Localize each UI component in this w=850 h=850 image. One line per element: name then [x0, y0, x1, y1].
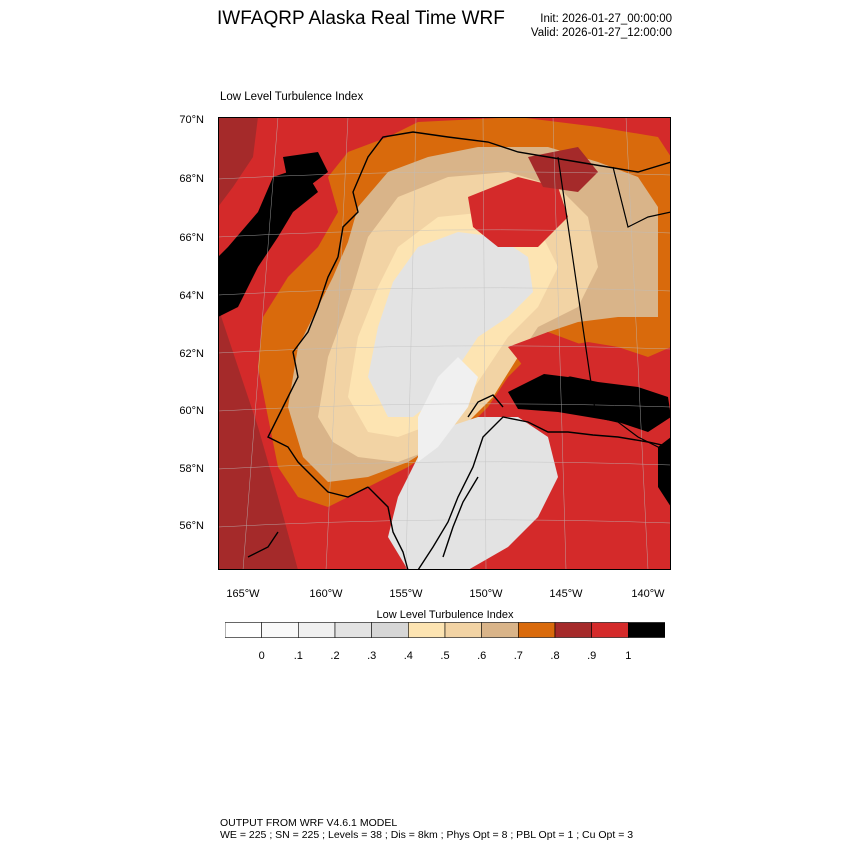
colorbar-label: .4 — [403, 650, 413, 662]
lat-label-68: 68°N — [179, 173, 204, 185]
south-gray-region — [388, 417, 558, 570]
norton-black-region — [218, 167, 318, 317]
colorbar — [225, 622, 665, 638]
colorbar-box — [591, 622, 629, 638]
colorbar-box — [261, 622, 299, 638]
southeast-red-patch — [508, 332, 598, 377]
turbulence-map — [218, 117, 671, 570]
model-version: OUTPUT FROM WRF V4.6.1 MODEL — [220, 817, 398, 829]
lat-label-58: 58°N — [179, 463, 204, 475]
colorbar-label: .6 — [477, 650, 487, 662]
southcentral-black-region — [508, 372, 671, 432]
chukchi-dark-region — [218, 117, 258, 207]
colorbar-box — [225, 622, 262, 638]
kotzebue-black-region — [283, 152, 328, 187]
lon-label-160: 160°W — [309, 588, 343, 600]
map-border — [218, 117, 671, 570]
colorbar-label: .5 — [440, 650, 450, 662]
border-lines — [557, 156, 671, 458]
model-config: WE = 225 ; SN = 225 ; Levels = 38 ; Dis … — [220, 829, 634, 841]
colorbar-label: 1 — [625, 650, 632, 662]
colorbar-box — [298, 622, 336, 638]
model-info: OUTPUT FROM WRF V4.6.1 MODEL WE = 225 ; … — [220, 817, 633, 841]
colorbar-box — [554, 622, 592, 638]
colorbar-label: .7 — [513, 650, 523, 662]
colorbar-box — [334, 622, 372, 638]
lat-label-56: 56°N — [179, 520, 204, 532]
lon-label-155: 155°W — [389, 588, 423, 600]
lon-label-165: 165°W — [226, 588, 260, 600]
yukon-red-patch — [468, 177, 568, 247]
colorbar-title: Low Level Turbulence Index — [376, 609, 514, 621]
colorbar-label: .9 — [587, 650, 597, 662]
colorbar-box — [628, 622, 665, 638]
lat-label-70: 70°N — [179, 114, 204, 126]
page-title: IWFAQRP Alaska Real Time WRF — [217, 8, 505, 29]
lon-label-150: 150°W — [469, 588, 503, 600]
colorbar-label: .3 — [367, 650, 377, 662]
lat-label-64: 64°N — [179, 290, 204, 302]
lat-label-62: 62°N — [179, 348, 204, 360]
colorbar-box — [371, 622, 409, 638]
init-time: Init: 2026-01-27_00:00:00 — [540, 13, 672, 25]
alaska-range-gray-region — [418, 357, 478, 462]
colorbar-label: .2 — [330, 650, 340, 662]
colorbar-label: .8 — [550, 650, 560, 662]
colorbar-box — [518, 622, 556, 638]
interior-gray-region — [368, 232, 533, 417]
colorbar-box — [481, 622, 519, 638]
lat-label-60: 60°N — [179, 405, 204, 417]
lon-label-145: 145°W — [549, 588, 583, 600]
valid-time: Valid: 2026-01-27_12:00:00 — [530, 27, 672, 39]
colorbar-box — [444, 622, 482, 638]
lon-label-140: 140°W — [631, 588, 665, 600]
colorbar-label: 0 — [258, 650, 265, 662]
colorbar-box — [408, 622, 446, 638]
coastlines — [247, 131, 671, 570]
brooks-red-patch — [528, 147, 598, 192]
colorbar-label: .1 — [293, 650, 303, 662]
lat-label-66: 66°N — [179, 232, 204, 244]
graticule — [218, 117, 671, 570]
time-info: Init: 2026-01-27_00:00:00 Valid: 2026-01… — [531, 12, 672, 40]
bering-dark-region — [218, 307, 298, 570]
map-panel-title: Low Level Turbulence Index — [220, 91, 364, 103]
